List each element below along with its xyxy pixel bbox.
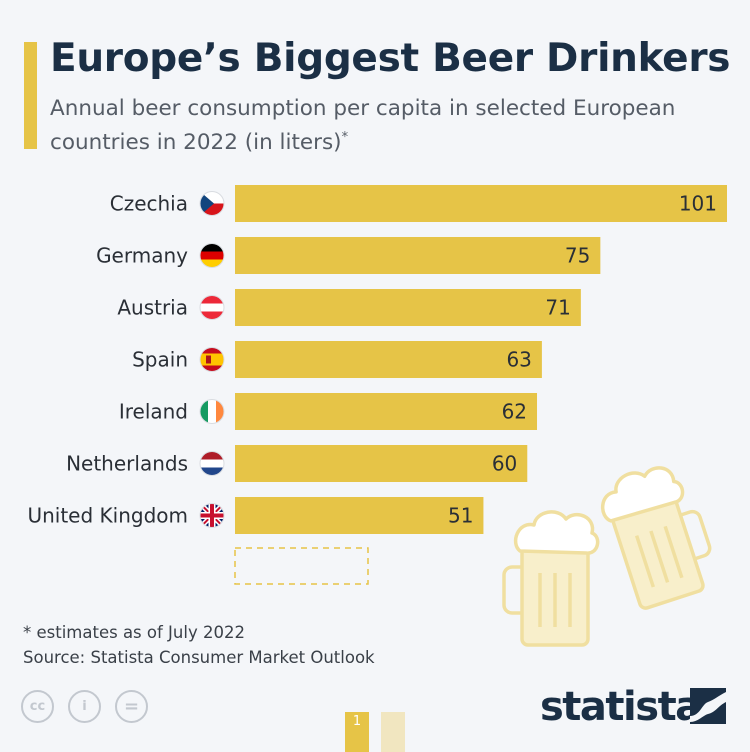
flag-stripe — [200, 451, 224, 460]
category-label: Czechia — [110, 192, 188, 216]
flag-stripe — [200, 399, 208, 424]
spanish-flag-icon — [199, 347, 225, 372]
flag-stripe — [208, 399, 216, 424]
statista-logo-icon — [690, 688, 726, 724]
statista-logo: statista — [540, 684, 726, 730]
czech-flag-icon — [199, 191, 225, 216]
equals-icon[interactable]: = — [115, 690, 148, 723]
flag-border — [199, 503, 225, 528]
uk-flag-icon — [199, 503, 225, 528]
flag-border — [199, 347, 225, 372]
flag-border — [199, 191, 225, 216]
brand-name: statista — [540, 684, 702, 730]
bar-value-label: 63 — [506, 348, 531, 372]
flag-stripe — [200, 251, 224, 260]
flag-stripe — [200, 311, 224, 320]
category-label: Spain — [132, 348, 188, 372]
bar — [235, 341, 542, 378]
page-subtitle: Annual beer consumption per capita in se… — [50, 94, 730, 157]
bar-value-label: 60 — [492, 452, 517, 476]
page-title: Europe’s Biggest Beer Drinkers — [50, 36, 731, 81]
source-text: Source: Statista Consumer Market Outlook — [23, 648, 375, 667]
bar — [235, 393, 538, 430]
flag-fill — [200, 399, 224, 424]
flag-border — [199, 451, 225, 476]
bar-value-label: 51 — [448, 504, 473, 528]
flag-stripe — [200, 259, 224, 268]
bar-value-label: 62 — [502, 400, 527, 424]
flag-cross-red — [200, 503, 224, 528]
flag-fill — [200, 243, 224, 268]
flag-stripe — [200, 295, 224, 304]
flag-border — [199, 399, 225, 424]
flag-fill — [200, 451, 224, 476]
flag-border — [199, 243, 225, 268]
flag-stripe — [200, 467, 224, 476]
category-label: Ireland — [119, 400, 188, 424]
category-label: Austria — [117, 296, 188, 320]
bar — [235, 289, 581, 326]
subtitle-footnote-mark: * — [341, 130, 349, 145]
flag-stripe — [200, 459, 224, 468]
flag-stripe — [216, 399, 224, 424]
flag-fill — [200, 347, 224, 372]
info-person-icon[interactable]: i — [68, 690, 101, 723]
chart-footnotes: * estimates as of July 2022 Source: Stat… — [23, 620, 375, 670]
bar-value-label: 101 — [679, 192, 717, 216]
flag-stripe — [200, 303, 224, 312]
flag-fill — [200, 295, 224, 320]
subtitle-text: Annual beer consumption per capita in se… — [50, 96, 676, 156]
page-indicator-active[interactable]: 1 — [345, 712, 369, 752]
beer-mugs-illustration — [502, 466, 712, 647]
category-label: Germany — [96, 244, 188, 268]
german-flag-icon — [199, 243, 225, 268]
bar-value-label: 75 — [565, 244, 590, 268]
bar — [235, 185, 727, 222]
page-indicator-next[interactable] — [381, 712, 405, 752]
flag-emblem — [206, 355, 211, 364]
bar-chart: 101 Czechia 75 Germany 71 Austria 63 Spain 62 Ire… — [27, 185, 727, 585]
category-label: Netherlands — [66, 452, 188, 476]
bar — [235, 445, 528, 482]
flag-triangle — [200, 191, 214, 216]
footnote-text: * estimates as of July 2022 — [23, 623, 245, 642]
page-number: 1 — [352, 714, 362, 729]
flag-stripe — [200, 243, 224, 252]
flag-stripe — [200, 353, 224, 366]
flag-fill — [200, 503, 224, 528]
placeholder-bar — [234, 547, 369, 585]
category-label: United Kingdom — [27, 504, 188, 528]
flag-fill — [200, 191, 224, 216]
title-accent-bar — [24, 42, 37, 149]
bar — [235, 497, 484, 534]
austrian-flag-icon — [199, 295, 225, 320]
bar — [235, 237, 601, 274]
flag-border — [199, 295, 225, 320]
bar-value-label: 71 — [545, 296, 570, 320]
cc-icon[interactable]: cc — [21, 690, 54, 723]
dutch-flag-icon — [199, 451, 225, 476]
irish-flag-icon — [199, 399, 225, 424]
